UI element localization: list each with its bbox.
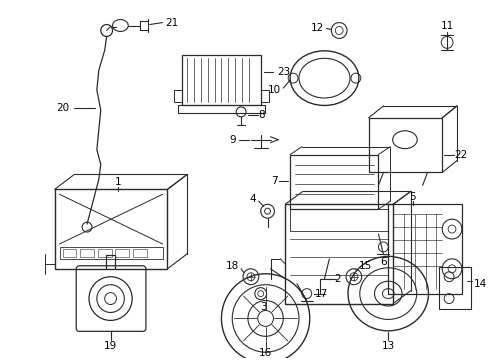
- Bar: [133, 249, 146, 257]
- Text: 11: 11: [440, 21, 453, 31]
- Text: 2: 2: [334, 274, 340, 284]
- Text: 14: 14: [473, 279, 486, 289]
- Bar: [62, 249, 76, 257]
- Text: 13: 13: [381, 341, 394, 351]
- Text: 9: 9: [229, 135, 236, 145]
- Bar: [289, 154, 378, 209]
- Text: 21: 21: [165, 18, 179, 27]
- Bar: [438, 267, 470, 309]
- Text: 8: 8: [257, 110, 264, 120]
- Text: 6: 6: [379, 257, 386, 267]
- Bar: [285, 204, 392, 303]
- Bar: [98, 249, 111, 257]
- Text: 17: 17: [314, 289, 327, 298]
- Bar: [260, 90, 268, 102]
- Bar: [289, 209, 387, 231]
- Text: 4: 4: [249, 194, 255, 204]
- Text: 19: 19: [104, 341, 117, 351]
- Bar: [178, 105, 264, 113]
- Bar: [368, 118, 441, 172]
- Bar: [174, 90, 182, 102]
- Text: 10: 10: [267, 85, 281, 95]
- Text: 7: 7: [270, 176, 277, 186]
- Text: 15: 15: [358, 261, 371, 271]
- Text: 22: 22: [453, 150, 466, 159]
- Bar: [60, 247, 162, 259]
- Text: 3: 3: [260, 302, 266, 311]
- Text: 12: 12: [310, 23, 324, 33]
- Bar: [387, 204, 461, 294]
- Text: 20: 20: [56, 103, 69, 113]
- Bar: [115, 249, 129, 257]
- Text: 5: 5: [408, 192, 415, 202]
- Text: 16: 16: [259, 348, 272, 358]
- Text: 23: 23: [277, 67, 290, 77]
- Bar: [55, 189, 167, 269]
- Text: 1: 1: [115, 177, 122, 188]
- Bar: [182, 55, 260, 105]
- Text: 18: 18: [225, 261, 239, 271]
- Bar: [80, 249, 94, 257]
